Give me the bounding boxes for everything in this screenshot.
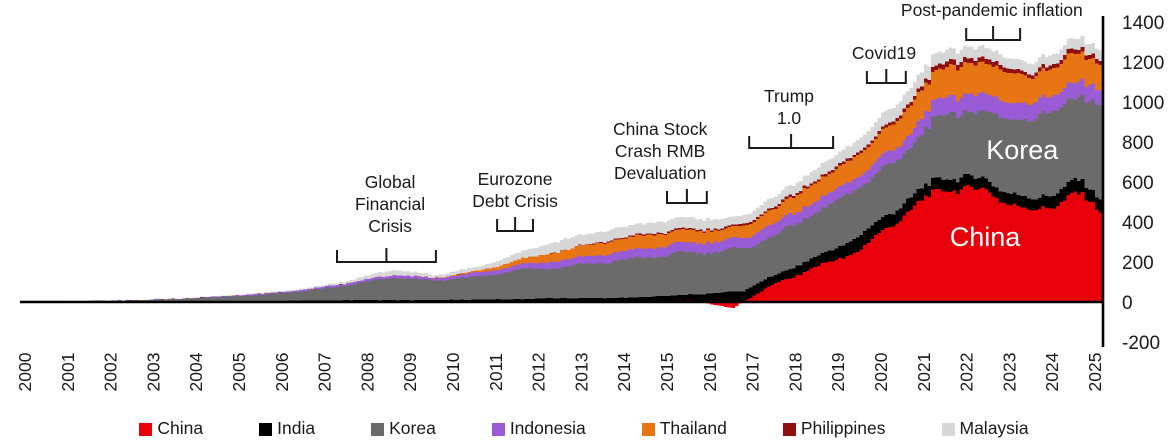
y-tick-label: 400: [1122, 213, 1154, 234]
x-tick-label: 2010: [443, 352, 463, 391]
annotation-label: Trump: [764, 86, 814, 106]
area-korea: [25, 94, 1103, 302]
x-tick-label: 2021: [914, 353, 934, 392]
x-tick-label: 2014: [614, 352, 634, 391]
legend-item-philippines: Philippines: [782, 418, 886, 439]
annotation-label: Covid19: [852, 43, 916, 63]
area-label-china: China: [950, 222, 1022, 252]
legend-item-thailand: Thailand: [641, 418, 727, 439]
chart-legend: China India Korea Indonesia Thailand Philippi…: [0, 416, 1168, 442]
legend-label: Indonesia: [509, 418, 586, 439]
area-malaysia: [25, 36, 1103, 302]
legend-item-china: China: [139, 420, 203, 438]
x-tick-label: 2023: [999, 353, 1019, 392]
x-tick-label: 2024: [1042, 352, 1062, 391]
legend-item-korea: Korea: [371, 420, 436, 438]
x-tick-label: 2005: [229, 353, 249, 392]
y-tick-label: 0: [1122, 293, 1133, 314]
annotation-label: 1.0: [777, 108, 802, 128]
x-tick-label: 2019: [828, 353, 848, 392]
x-tick-label: 2020: [871, 352, 891, 391]
area-china: [25, 185, 1103, 309]
annotation-bracket: [666, 189, 708, 204]
legend-swatch-philippines: [782, 422, 796, 436]
legend-label: Korea: [389, 418, 436, 439]
legend-item-india: India: [259, 420, 315, 438]
annotation-bracket: [865, 69, 907, 84]
x-tick-label: 2016: [700, 353, 720, 392]
x-tick-label: 2004: [186, 352, 206, 391]
area-indonesia: [25, 78, 1103, 302]
x-tick-label: 2012: [529, 353, 549, 392]
legend-label: Malaysia: [959, 418, 1029, 439]
y-tick-label: 600: [1122, 173, 1154, 194]
annotation-bracket: [748, 134, 835, 149]
y-tick-label: 1000: [1122, 93, 1164, 114]
area-thailand: [25, 51, 1103, 302]
legend-swatch-korea: [371, 422, 385, 436]
annotation-bracket: [965, 26, 1022, 41]
x-tick-label: 2008: [357, 353, 377, 392]
x-tick-label: 2017: [743, 353, 763, 392]
x-tick-label: 2006: [272, 353, 292, 392]
annotation-label: Financial: [355, 194, 425, 214]
annotation-label: Eurozone: [478, 169, 553, 189]
annotation-label: Crisis: [368, 216, 412, 236]
x-tick-label: 2011: [486, 353, 506, 391]
legend-label: Thailand: [659, 418, 727, 439]
y-tick-label: 1400: [1122, 13, 1164, 34]
x-tick-label: 2022: [957, 353, 977, 392]
x-tick-label: 2002: [101, 353, 121, 392]
annotation-label: China Stock: [613, 119, 708, 139]
y-tick-label: 800: [1122, 133, 1154, 154]
area-label-korea: Korea: [986, 135, 1059, 165]
annotation-label: Crash RMB: [615, 141, 705, 161]
x-tick-label: 2009: [400, 353, 420, 392]
y-tick-label: 1200: [1122, 53, 1164, 74]
x-tick-label: 2013: [571, 353, 591, 392]
legend-swatch-thailand: [641, 422, 655, 436]
x-tick-label: 2000: [15, 352, 35, 391]
annotation-label: Debt Crisis: [472, 191, 558, 211]
legend-item-indonesia: Indonesia: [491, 418, 586, 439]
legend-label: Philippines: [800, 418, 886, 439]
legend-item-malaysia: Malaysia: [941, 418, 1029, 439]
y-tick-label: 200: [1122, 253, 1154, 274]
legend-swatch-china: [139, 422, 153, 436]
annotation-bracket: [496, 217, 534, 232]
x-tick-label: 2025: [1085, 353, 1105, 392]
x-tick-label: 2015: [657, 353, 677, 392]
x-tick-label: 2003: [143, 353, 163, 392]
legend-swatch-indonesia: [491, 422, 505, 436]
legend-label: China: [157, 418, 204, 439]
x-tick-label: 2018: [785, 353, 805, 392]
annotation-label: Global: [365, 172, 416, 192]
legend-swatch-malaysia: [941, 422, 955, 436]
annotation-label: Devaluation: [614, 163, 706, 183]
annotation-bracket: [336, 248, 437, 263]
x-tick-label: 2001: [58, 353, 78, 392]
x-tick-label: 2007: [315, 353, 335, 392]
annotation-label: Post-pandemic inflation: [901, 0, 1083, 20]
legend-swatch-india: [259, 422, 273, 436]
legend-label: India: [277, 418, 316, 439]
y-tick-label: -200: [1122, 333, 1160, 354]
